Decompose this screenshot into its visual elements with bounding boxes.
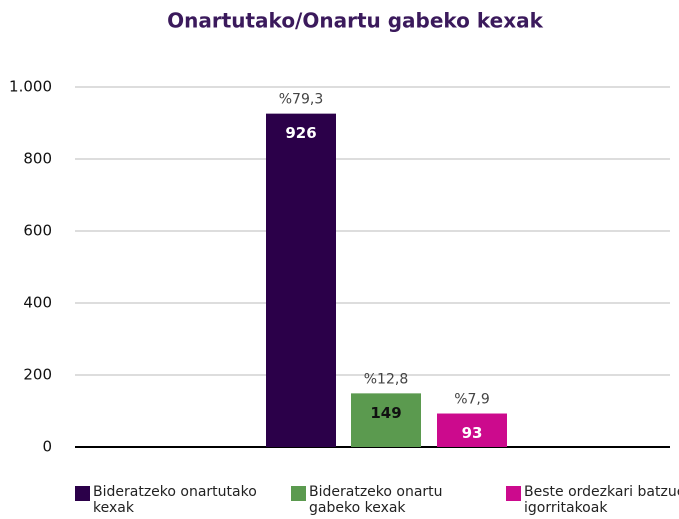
legend-label: Bideratzeko onartutako kexak xyxy=(93,484,257,516)
legend-item: Bideratzeko onartu gabeko kexak xyxy=(291,484,479,516)
y-tick-label: 200 xyxy=(23,366,52,384)
annotation: %7,9 xyxy=(454,392,490,408)
legend-item: Beste ordezkari batzuei igorritakoak xyxy=(506,484,679,516)
y-tick-label: 400 xyxy=(23,294,52,312)
annotation: %12,8 xyxy=(364,371,408,387)
data-label: 93 xyxy=(462,424,483,442)
bar xyxy=(437,413,507,447)
legend-swatch xyxy=(291,486,306,501)
data-label: 926 xyxy=(285,124,316,142)
legend-item: Bideratzeko onartutako kexak xyxy=(75,484,263,516)
y-tick-label: 800 xyxy=(23,150,52,168)
y-tick-label: 600 xyxy=(23,222,52,240)
legend-label: Beste ordezkari batzuei igorritakoak xyxy=(524,484,679,516)
legend-swatch xyxy=(506,486,521,501)
bar xyxy=(266,113,336,447)
bar xyxy=(351,393,421,447)
chart-title: Onartutako/Onartu gabeko kexak xyxy=(167,9,544,33)
y-tick-label: 0 xyxy=(42,438,52,456)
y-tick-label: 1.000 xyxy=(9,78,52,96)
data-label: 149 xyxy=(370,404,401,422)
annotation: %79,3 xyxy=(279,92,323,108)
legend-swatch xyxy=(75,486,90,501)
legend-label: Bideratzeko onartu gabeko kexak xyxy=(309,484,443,516)
